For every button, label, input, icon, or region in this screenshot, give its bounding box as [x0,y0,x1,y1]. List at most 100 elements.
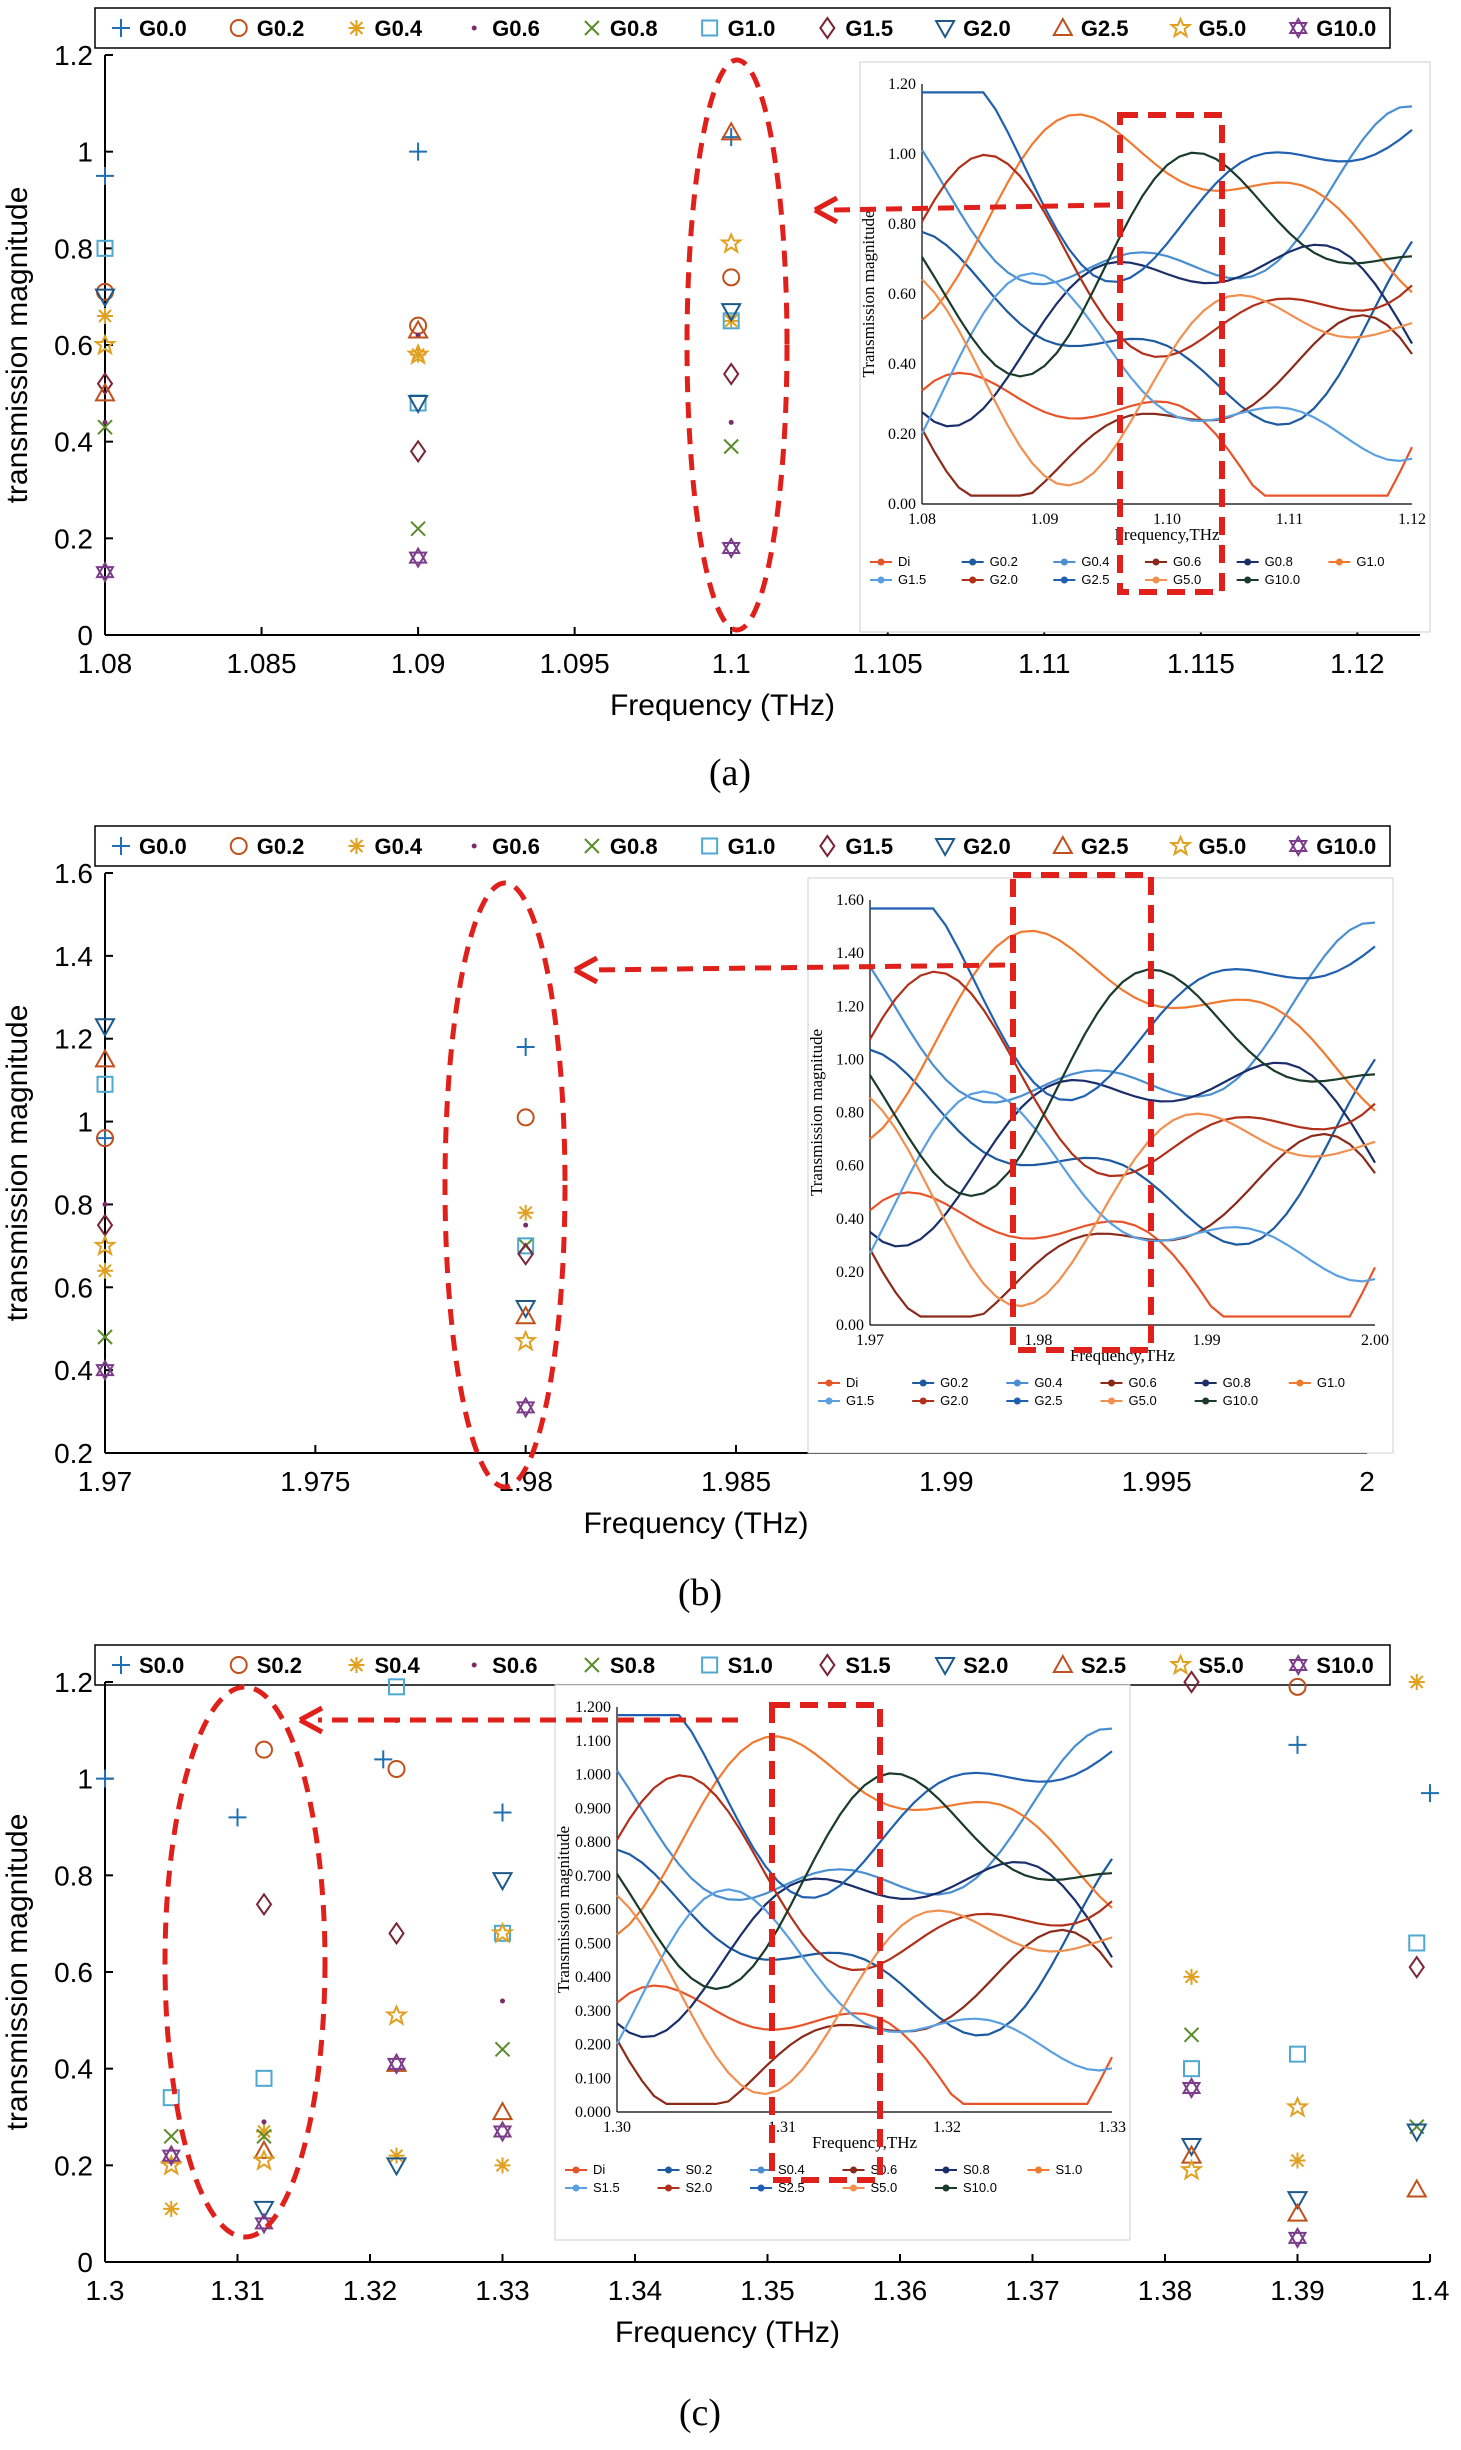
inset-x-tick-label: 2.00 [1361,1332,1389,1349]
inset-curves [616,1714,1113,2105]
inset-legend-label: G0.2 [990,554,1018,569]
inset-curves [921,91,1413,497]
legend-marker-S0-2 [229,1656,248,1674]
panel-caption: (c) [679,2392,721,2434]
legend-marker-S0-6 [471,1662,477,1668]
inset-legend-label: S1.0 [1056,2162,1083,2177]
data-point-G2-0 [720,303,742,323]
inset-legend-label: Di [898,554,910,569]
inset-y-tick-label: 0.300 [575,2003,611,2020]
legend-marker-S1-0 [701,1656,719,1674]
inset-curve [921,151,1413,378]
data-points [93,1018,538,1419]
data-point-S2-0 [1180,2138,1203,2158]
y-tick-label: 1 [77,1107,93,1138]
inset-legend-dot [1296,1379,1304,1387]
x-tick-label: 1.115 [1167,648,1235,679]
legend-marker-G1-0 [701,837,719,855]
inset-curve [869,1048,1376,1246]
inset-x-tick-label: 1.33 [1098,2119,1126,2136]
inset-highlight-box [1117,112,1225,595]
data-point-G0-4 [517,1204,534,1221]
inset-curve [616,1928,1113,2105]
y-tick-label: 1 [77,137,93,168]
inset-y-tick-label: 0.00 [836,1317,864,1334]
data-point-G0-0 [96,166,114,185]
legend-marker-S0-0 [112,1656,130,1674]
x-tick-label: 1.31 [210,2275,265,2306]
inset-legend-label: G0.8 [1223,1375,1251,1390]
legend-marker-G0-0 [112,837,130,855]
data-point-G0-4 [410,346,427,363]
inset-x-tick-label: 1.32 [933,2119,961,2136]
y-tick-label: 0.6 [54,330,93,361]
legend-marker-S0-4 [348,1657,365,1673]
callout-arrow [592,962,1006,973]
inset-legend-dot [757,2184,765,2192]
inset-curve [921,314,1413,497]
y-tick-label: 1 [77,1764,93,1795]
data-point-G5-0 [93,1234,117,1257]
inset-legend-label: G0.6 [1129,1375,1157,1390]
data-point-G0-0 [516,1038,535,1056]
legend-marker-G1-5 [819,16,836,40]
data-point-S10-0 [1181,2076,1202,2100]
data-point-S5-0 [384,2003,409,2026]
legend-marker-S2-0 [934,1657,956,1677]
arrow-head [573,955,599,985]
data-point-G10-0 [95,1359,115,1382]
x-tick-label: 1.33 [475,2275,530,2306]
inset-legend-dot [572,2184,580,2192]
inset-curve [869,1132,1376,1318]
x-tick-label: 1.32 [343,2275,398,2306]
data-point-G0-8 [97,419,113,435]
inset-x-tick-label: 1.08 [908,511,936,528]
inset-legend-dot [969,576,977,584]
y-tick-label: 0.6 [54,1957,93,1988]
inset-y-axis-title: Transmission magnitude [859,210,878,377]
data-point-S1-5 [1408,1955,1425,1979]
x-tick-label: 1.99 [919,1466,974,1497]
inset-legend-dot [850,2166,857,2174]
legend-marker-G0-8 [584,838,600,854]
inset-legend-dot [1335,558,1343,566]
legend-marker-G0-8 [584,20,600,36]
x-tick-label: 1.97 [78,1466,133,1497]
inset-chart: 0.000 0.100 0.200 0.300 0.400 0.500 0.600 0.700… [554,1684,1131,2241]
highlight-ellipse [684,57,790,633]
data-point-G5-0 [719,231,744,254]
data-point-S1-0 [1408,1934,1426,1952]
data-point-G2-0 [407,395,429,415]
data-point-S2-5 [1286,2202,1309,2222]
data-point-S0-8 [256,2128,272,2145]
inset-x-tick-label: 1.12 [1398,511,1426,528]
inset-legend-label: G10.0 [1223,1393,1258,1408]
inset-highlight-box [769,1702,883,2183]
legend-label: G1.0 [728,16,776,41]
legend-label: G1.5 [845,834,893,859]
inset-legend-label: G10.0 [1265,572,1300,587]
inset-y-tick-label: 0.60 [888,286,916,303]
y-tick-label: 0.8 [54,233,93,264]
data-point-S0-4 [256,2123,272,2140]
inset-curve [869,1096,1376,1308]
inset-legend-dot [665,2166,672,2174]
data-point-S0-0 [228,1808,247,1827]
y-tick-label: 1.2 [54,1024,93,1055]
inset-legend-dot [877,576,885,584]
inset-curve [921,105,1413,286]
x-tick-label: 1.08 [78,648,133,679]
callout-arrow [832,202,1111,213]
legend-marker-G2-5 [1052,834,1074,854]
inset-legend-label: S2.5 [778,2180,805,2195]
inset-curve [616,1774,1113,1972]
inset-y-tick-label: 0.900 [575,1800,611,1817]
inset-y-tick-label: 0.000 [575,2104,611,2121]
legend-label: S2.0 [963,1653,1008,1678]
inset-legend-label: G1.5 [846,1393,874,1408]
inset-legend-dot [1013,1379,1021,1387]
inset-curves [869,907,1376,1318]
data-point-G1-5 [517,1242,534,1266]
data-point-G0-0 [722,128,741,147]
axes: 0 0.2 0.4 0.6 0.8 1 1.2 1.08 1.085 1.09 1.095 1.1 1.… [1,40,1420,722]
